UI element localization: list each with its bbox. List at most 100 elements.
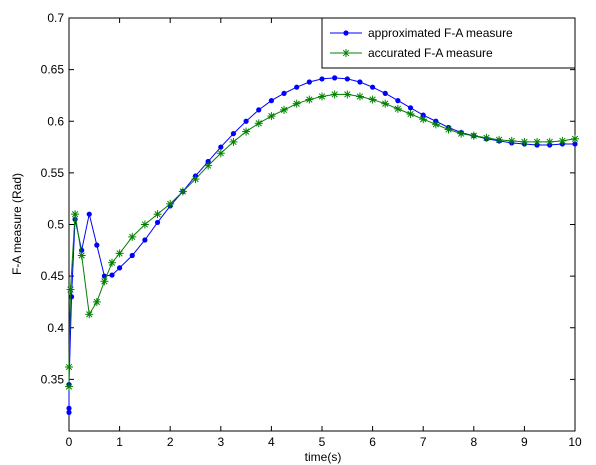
point [230,131,237,137]
x-tick-label: 7 [420,435,427,449]
point-stroke [369,96,376,103]
point [382,90,388,96]
point [368,95,377,104]
x-tick-label: 5 [319,435,326,449]
point [129,252,135,259]
point-stroke [65,383,73,390]
y-tick-label: 0.35 [41,372,65,386]
point-stroke [470,132,477,139]
line [68,93,576,387]
point [268,98,274,104]
point [66,405,72,411]
x-tick-label: 9 [521,435,528,449]
point [218,144,224,150]
point [572,141,578,147]
x-tick-label: 8 [470,435,477,449]
point-stroke [293,100,300,107]
y-tick-label: 0.45 [41,269,65,283]
point-stroke [331,91,338,98]
point [281,90,287,96]
point [393,104,402,113]
point [204,161,213,170]
point [86,211,92,217]
x-tick-label: 2 [167,435,174,449]
y-tick-label: 0.55 [41,166,65,180]
legend-label: accurated F-A measure [368,46,493,60]
plot-area [68,17,576,432]
point [140,220,149,229]
point-stroke [382,100,389,107]
point [381,99,390,108]
point [267,112,276,121]
point [243,118,249,124]
x-axis-label: time(s) [305,450,342,464]
point-stroke [116,250,123,257]
point-stroke [65,363,73,371]
point-stroke [67,286,74,293]
y-tick-label: 0.5 [47,218,64,232]
point-stroke [508,137,515,145]
point-stroke [318,93,326,100]
point-stroke [280,106,288,114]
point [395,98,401,104]
point-stroke [141,221,149,228]
point [77,251,86,260]
point [92,297,101,306]
point [65,382,73,391]
point-stroke [154,211,161,218]
point [65,362,73,371]
point [280,105,289,114]
point-stroke [521,138,528,146]
point-stroke [445,126,452,133]
point [154,219,161,226]
x-tick-label: 4 [268,435,275,449]
point-stroke [86,311,93,318]
point-stroke [204,162,212,169]
point-stroke [268,112,275,120]
point [343,30,349,36]
point-stroke [217,150,224,157]
point-stroke [192,175,199,183]
point [533,137,542,146]
point [558,136,567,145]
point-stroke [407,110,414,118]
point [305,95,314,104]
point [94,242,100,248]
point-stroke [101,278,108,285]
point [229,137,238,146]
legend-label: approximated F-A measure [368,26,513,40]
point [153,210,162,219]
point [520,137,529,146]
point-stroke [93,298,100,306]
point [242,127,251,136]
point-stroke [306,96,313,103]
point [420,112,426,118]
point [482,133,491,142]
point [344,76,350,82]
x-tick-label: 0 [66,435,73,449]
point [419,115,428,124]
point [330,90,339,99]
point [355,92,364,101]
point-stroke [546,138,553,146]
point-stroke [342,49,350,57]
point [216,149,225,158]
point-stroke [559,137,566,145]
point [254,119,263,128]
point [108,258,117,267]
point-stroke [432,121,440,128]
point [191,175,200,184]
point [294,84,300,90]
point [109,272,115,278]
point-stroke [242,128,250,135]
point-stroke [78,252,85,259]
y-axis-label: F-A measure (Rad) [10,173,24,275]
point-stroke [483,134,490,141]
point-stroke [108,259,116,266]
point [507,136,516,145]
point [431,120,440,129]
point [205,158,211,165]
point [318,92,326,101]
point [66,285,75,294]
point [370,84,376,90]
